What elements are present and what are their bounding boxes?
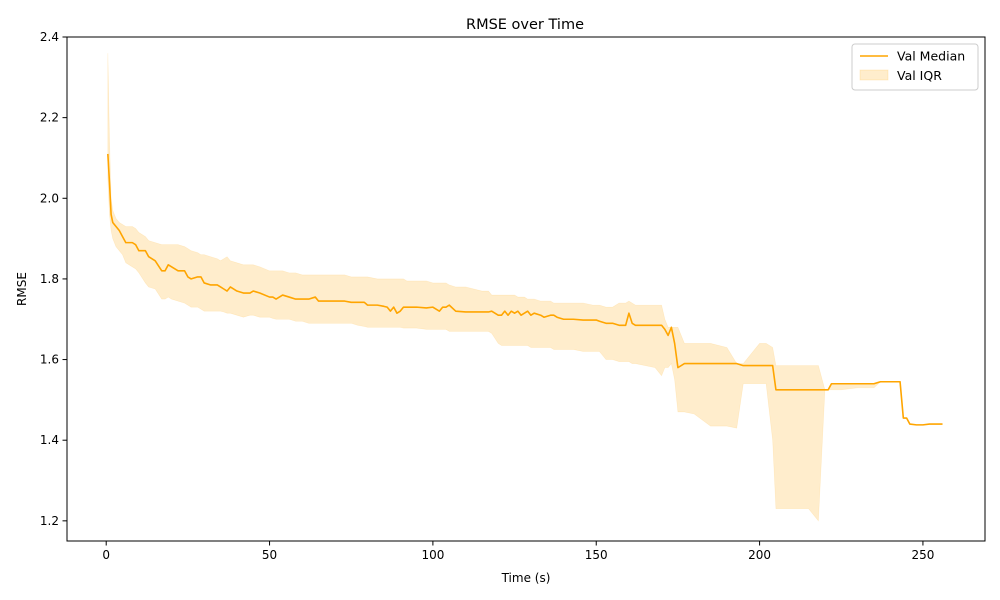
x-axis-label: Time (s) [501, 571, 551, 585]
y-axis-ticks: 1.2 1.4 1.6 1.8 2.0 2.2 2.4 [40, 30, 67, 528]
y-tick-label: 1.2 [40, 514, 59, 528]
y-tick-label: 1.4 [40, 433, 59, 447]
x-tick-label: 150 [585, 548, 608, 562]
y-tick-label: 2.2 [40, 111, 59, 125]
legend: Val Median Val IQR [851, 43, 979, 91]
y-tick-label: 2.0 [40, 191, 59, 205]
x-axis-ticks: 0 50 100 150 200 250 [102, 541, 934, 562]
x-tick-label: 250 [911, 548, 934, 562]
x-tick-label: 50 [262, 548, 277, 562]
y-tick-label: 1.6 [40, 353, 59, 367]
legend-label-median: Val Median [897, 49, 965, 64]
x-tick-label: 0 [102, 548, 110, 562]
plot-frame [66, 36, 986, 542]
legend-swatch-iqr [859, 69, 889, 81]
x-tick-label: 100 [421, 548, 444, 562]
x-tick-label: 200 [748, 548, 771, 562]
plot-area [107, 53, 943, 522]
median-line [107, 153, 943, 426]
y-axis-label: RMSE [15, 272, 29, 306]
y-tick-label: 1.8 [40, 272, 59, 286]
legend-label-iqr: Val IQR [897, 68, 942, 83]
chart-title: RMSE over Time [466, 17, 584, 33]
y-tick-label: 2.4 [40, 30, 59, 44]
